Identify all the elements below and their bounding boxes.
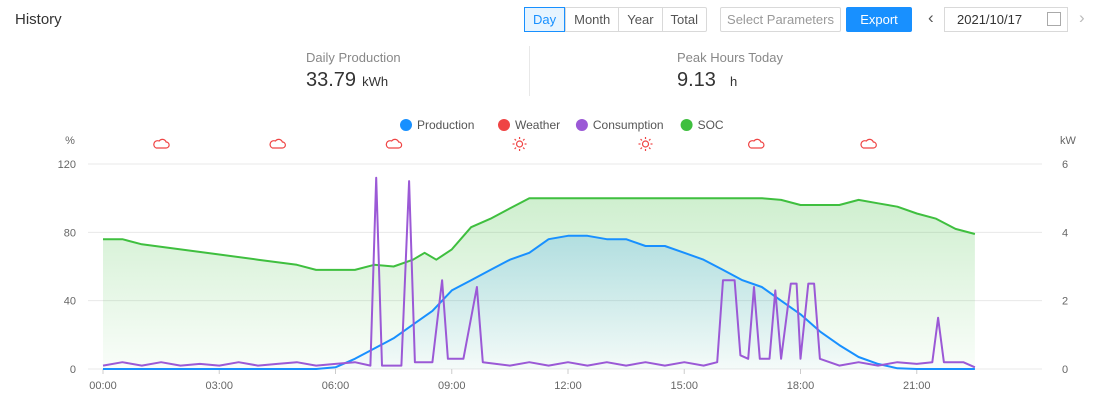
divider [529,46,530,96]
left-tick-label: 80 [64,227,76,239]
cloud-shape [153,138,170,149]
cloud-shape [748,138,765,149]
right-tick-label: 4 [1062,227,1068,239]
tab-day[interactable]: Day [524,7,566,32]
sun-ray [648,147,651,150]
sun-icon [638,137,653,151]
left-axis-label: % [65,135,75,147]
stat-unit: h [729,74,738,89]
x-tick-label: 12:00 [554,380,582,392]
legend-item-weather[interactable]: Weather [498,118,560,132]
soc-line [103,197,976,271]
page-title: History [15,11,62,28]
stat-label: Daily Production [306,50,401,65]
cloud-shape [860,138,877,149]
stat-value: 9.13 [677,69,716,91]
legend-item-production[interactable]: Production [400,118,474,132]
x-tick-label: 18:00 [787,380,815,392]
export-button[interactable]: Export [846,7,912,32]
sun-ray [514,138,517,141]
prev-date-icon[interactable]: ‹ [928,8,934,27]
calendar-icon[interactable] [1047,12,1061,26]
select-parameters-button[interactable]: Select Parameters [720,7,841,32]
x-tick-label: 21:00 [903,380,931,392]
sun-core [641,140,650,148]
legend-label: Consumption [593,118,664,132]
left-tick-label: 40 [64,296,76,308]
legend-marker [575,119,588,131]
sun-ray [648,138,651,141]
daily-production-stat: Daily Production 33.79 kWh [306,50,401,92]
cloud-icon [269,138,286,149]
sun-core [515,140,524,148]
left-tick-label: 0 [70,364,76,376]
production-area [103,235,975,369]
legend-item-consumption[interactable]: Consumption [575,118,664,132]
legend-marker [680,119,693,131]
x-tick-label: 06:00 [322,380,350,392]
sun-ray [640,147,643,150]
date-picker[interactable]: 2021/10/17 [944,7,1068,32]
cloud-icon [385,138,403,149]
x-tick-label: 03:00 [205,380,233,392]
left-tick-label: 120 [58,159,76,171]
consumption-line [102,176,976,369]
legend-item-soc[interactable]: SOC [680,118,724,132]
right-tick-label: 0 [1062,364,1068,376]
sun-ray [514,147,517,150]
next-date-icon[interactable]: › [1079,8,1085,27]
cloud-icon [153,138,170,149]
legend-marker [498,119,510,131]
right-tick-label: 2 [1062,296,1068,308]
tab-total[interactable]: Total [661,8,706,31]
legend: Production Weather Consumption SOC [400,118,724,132]
sun-ray [522,138,525,141]
tab-month[interactable]: Month [565,8,618,31]
legend-label: SOC [698,118,724,132]
stat-label: Peak Hours Today [677,50,783,65]
right-tick-label: 6 [1062,159,1068,171]
legend-label: Weather [515,118,560,132]
right-axis-label: kW [1060,135,1077,147]
x-tick-label: 00:00 [89,380,117,392]
tab-year[interactable]: Year [618,8,661,31]
cloud-icon [748,138,765,149]
period-selector: Day Month Year Total [524,7,708,32]
legend-marker [400,119,412,131]
stat-unit: kWh [362,74,389,89]
cloud-shape [269,138,286,149]
cloud-icon [860,138,877,149]
cloud-shape [385,138,403,149]
legend-label: Production [417,118,474,132]
sun-icon [512,137,527,151]
x-tick-label: 15:00 [670,380,698,392]
sun-ray [522,147,525,150]
stat-value: 33.79 [306,69,357,91]
date-value: 2021/10/17 [957,12,1023,27]
x-tick-label: 09:00 [438,380,466,392]
peak-hours-stat: Peak Hours Today 9.13 h [677,50,783,92]
sun-ray [640,138,643,141]
